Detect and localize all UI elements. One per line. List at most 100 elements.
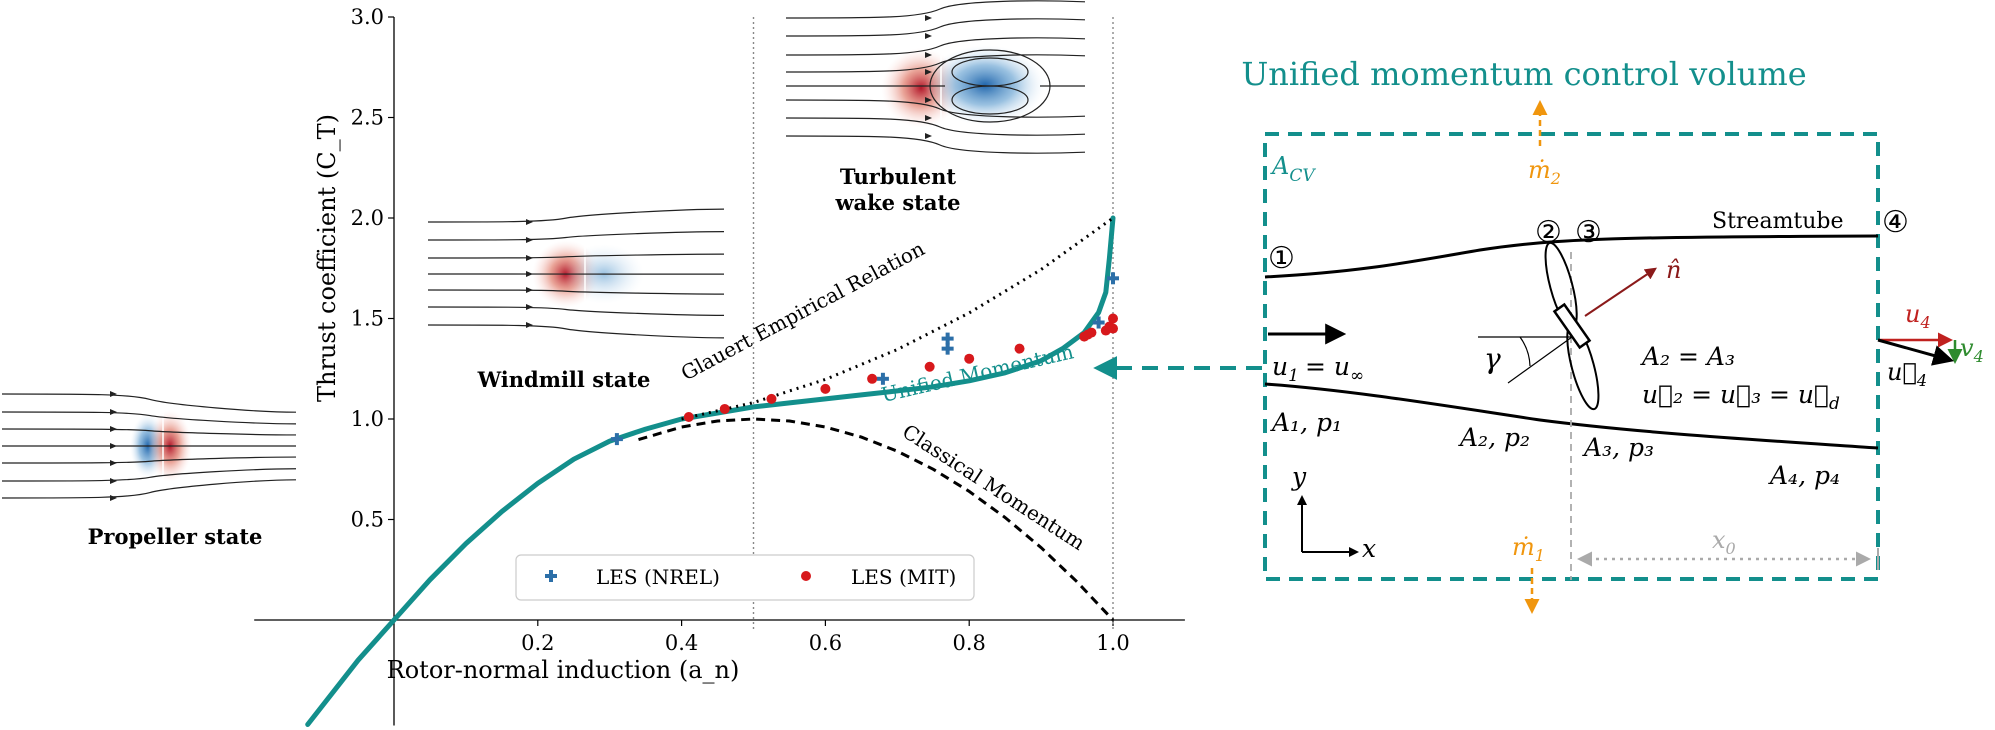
plus-v <box>880 372 885 385</box>
normal-arrow <box>1584 267 1657 317</box>
x-tick-label: 1.0 <box>1096 631 1129 655</box>
gamma-disk-line <box>1507 336 1573 384</box>
turbulent-label: Turbulent <box>840 164 957 189</box>
les-mit-point <box>1086 327 1097 338</box>
les-mit-point <box>683 411 694 422</box>
streamline-arrow <box>110 460 117 466</box>
mdot1-label: ṁ1 <box>1512 533 1545 565</box>
station-4: ④ <box>1882 205 1909 240</box>
turbulent-inset <box>785 0 1086 154</box>
recirculation-loop <box>951 85 1029 115</box>
x-tick-label: 0.4 <box>665 631 698 655</box>
plus-v <box>1111 272 1115 285</box>
a4p4-label: A₄, p₄ <box>1768 461 1840 490</box>
les-nrel-point <box>1107 272 1119 285</box>
streamline <box>427 289 725 295</box>
windmill-label: Windmill state <box>477 367 651 392</box>
streamline-arrow <box>925 97 932 103</box>
plot-series <box>305 215 1116 727</box>
les-mit-point <box>719 403 730 414</box>
streamline-arrow <box>110 391 117 397</box>
les-mit-point <box>964 353 975 364</box>
streamline <box>1 456 297 464</box>
streamline-arrow <box>526 322 533 328</box>
station-3: ③ <box>1575 215 1602 250</box>
y-tick-label: 0.5 <box>351 508 384 532</box>
u1-label: u1 = u∞ <box>1272 352 1364 386</box>
propeller-inset <box>1 391 297 501</box>
y-tick-label: 3.0 <box>351 5 384 29</box>
streamline <box>1 468 297 482</box>
streamline-arrow <box>925 115 932 121</box>
streamline <box>427 306 725 316</box>
u4-vector-label: u⃗4 <box>1887 358 1927 390</box>
streamline <box>785 37 1086 56</box>
streamline <box>785 117 1086 136</box>
les-nrel-point <box>941 332 954 345</box>
streamline <box>785 54 1086 73</box>
streamline-arrow <box>110 495 117 501</box>
y-axis-label: Thrust coefficient (C_T) <box>313 114 341 402</box>
n-hat-label: n̂ <box>1666 256 1681 284</box>
control-volume-box <box>1263 132 1880 581</box>
streamline-arrow <box>110 478 117 484</box>
curve-label-classical: Classical Momentum <box>898 419 1089 555</box>
streamline-arrow <box>925 52 932 58</box>
legend-marker-mit <box>801 571 811 581</box>
plot-axes <box>254 16 1185 726</box>
les-nrel-point <box>1092 316 1105 329</box>
streamline <box>1 411 297 425</box>
u2u3-label: u⃗₂ = u⃗₃ = u⃗d <box>1642 380 1840 414</box>
les-mit-point <box>867 373 878 384</box>
streamline-arrow <box>526 237 533 243</box>
axis-y-label: y <box>1291 462 1307 491</box>
streamline-arrow <box>526 219 533 225</box>
les-nrel-point <box>610 433 623 446</box>
station-1: ① <box>1268 241 1295 276</box>
les-mit-point <box>924 361 935 372</box>
les-mit-point <box>1014 343 1025 354</box>
y-tick-label: 1.5 <box>351 307 384 331</box>
a2p2-label: A₂, p₂ <box>1458 423 1530 452</box>
tick-labels: 0.2 0.4 0.6 0.8 1.0 0.5 1.0 1.5 2.0 2.5 3.0 <box>351 5 1130 655</box>
plus-v <box>945 332 950 345</box>
rotor-icon <box>1544 241 1600 411</box>
les-mit-point <box>1108 323 1118 334</box>
streamline <box>1 479 297 499</box>
mdot2-label: ṁ2 <box>1528 156 1561 188</box>
streamline <box>785 135 1086 154</box>
streamline <box>785 18 1086 37</box>
streamline-arrow <box>110 426 117 432</box>
streamtube-label: Streamtube <box>1712 209 1844 234</box>
streamline <box>427 231 725 241</box>
x-axis-label: Rotor-normal induction (a_n) <box>387 656 740 684</box>
les-mit-point <box>1108 313 1118 324</box>
streamline-arrow <box>925 33 932 39</box>
streamline <box>1 428 297 436</box>
legend-marker-nrel <box>545 570 557 582</box>
streamline-arrow <box>110 443 117 449</box>
gamma-arc <box>1519 336 1531 367</box>
streamtube-upper <box>1264 234 1879 279</box>
les-mit-point <box>820 383 831 394</box>
x-tick-label: 0.6 <box>809 631 842 655</box>
plus-v <box>1096 316 1101 329</box>
curve-label-unified: Unified Momentum <box>879 339 1076 407</box>
y-tick-label: 2.0 <box>351 206 384 230</box>
x0-label: x0 <box>1712 526 1736 558</box>
cv-title: Unified momentum control volume <box>1241 55 1806 93</box>
a2a3-label: A₂ = A₃ <box>1640 342 1735 371</box>
streamline-arrow <box>526 304 533 310</box>
streamline-arrow <box>925 133 932 139</box>
legend: LES (NREL) LES (MIT) <box>515 554 975 601</box>
x-tick-label: 0.8 <box>952 631 985 655</box>
plus-v <box>945 342 950 355</box>
y-tick-label: 1.0 <box>351 407 384 431</box>
a1p1-label: A₁, p₁ <box>1270 408 1342 437</box>
unified-momentumline <box>305 215 1116 727</box>
streamline-arrow <box>110 409 117 415</box>
legend-label-mit: LES (MIT) <box>851 565 956 589</box>
a3p3-label: A₃, p₃ <box>1582 433 1654 462</box>
les-nrel-point <box>876 372 889 385</box>
